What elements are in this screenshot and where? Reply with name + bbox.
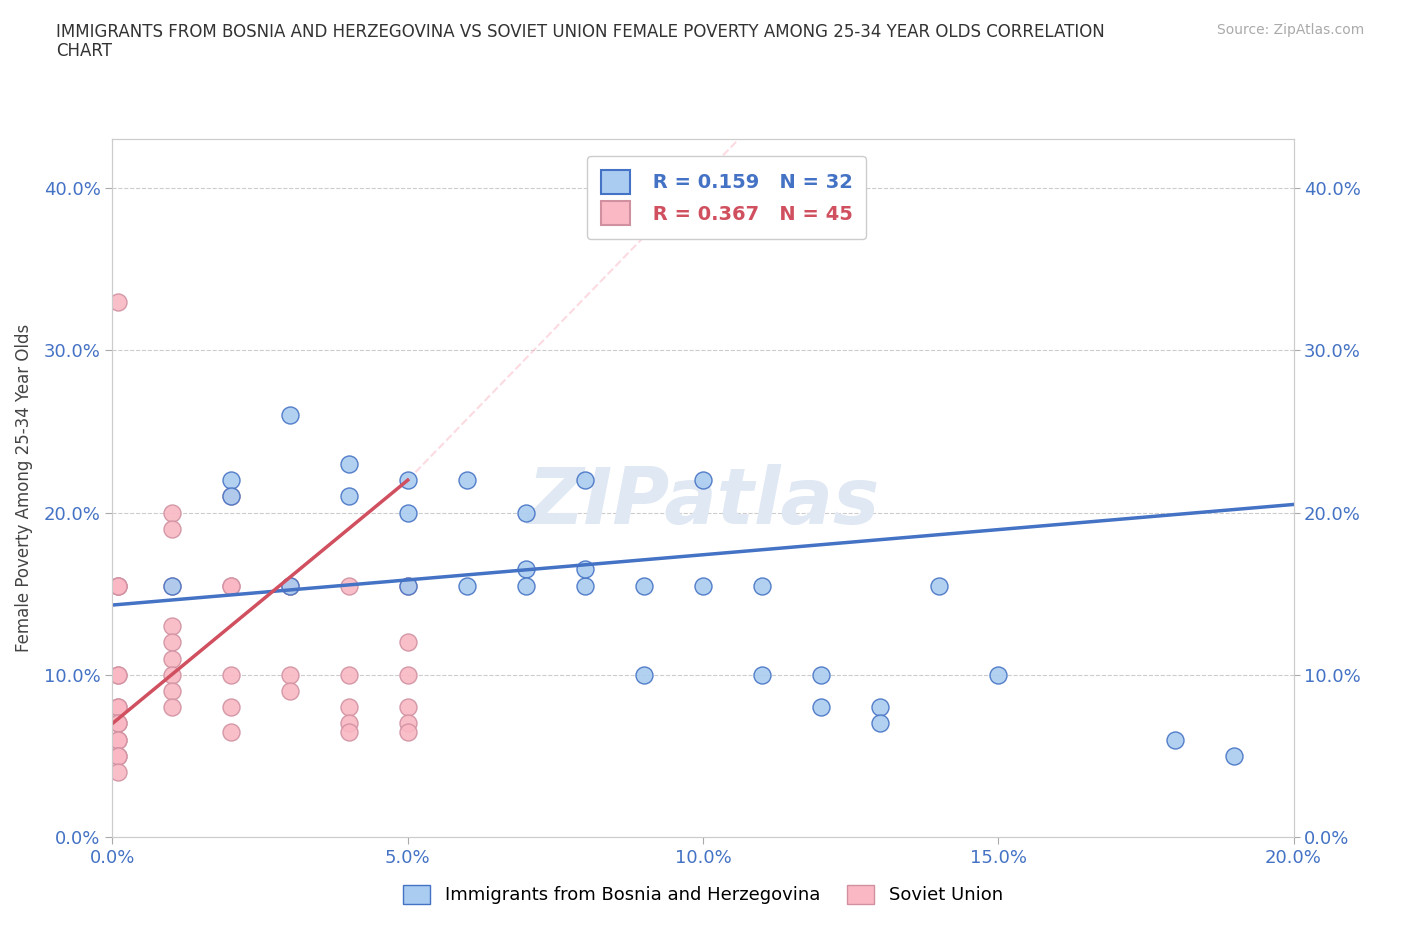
Point [751,578,773,593]
Y-axis label: Female Poverty Among 25-34 Year Olds: Female Poverty Among 25-34 Year Olds [14,325,32,652]
Point [219,578,242,593]
Point [107,294,129,309]
Point [515,562,537,577]
Point [396,724,419,739]
Point [1223,749,1246,764]
Point [160,522,183,537]
Point [337,457,360,472]
Point [160,505,183,520]
Point [337,489,360,504]
Point [160,618,183,633]
Point [219,472,242,487]
Point [278,578,301,593]
Point [107,749,129,764]
Point [337,699,360,714]
Point [278,684,301,698]
Point [160,699,183,714]
Text: CHART: CHART [56,42,112,60]
Point [337,716,360,731]
Point [160,684,183,698]
Point [396,578,419,593]
Text: ZIPatlas: ZIPatlas [527,464,879,540]
Point [107,716,129,731]
Point [396,472,419,487]
Point [219,489,242,504]
Point [219,668,242,683]
Point [574,578,596,593]
Legend:  R = 0.159   N = 32,  R = 0.367   N = 45: R = 0.159 N = 32, R = 0.367 N = 45 [588,156,866,239]
Point [869,716,891,731]
Point [456,472,478,487]
Point [396,699,419,714]
Point [107,764,129,779]
Point [278,408,301,423]
Point [160,578,183,593]
Point [107,716,129,731]
Point [692,578,714,593]
Point [219,489,242,504]
Point [219,578,242,593]
Point [633,668,655,683]
Point [107,699,129,714]
Point [396,505,419,520]
Point [396,635,419,650]
Point [928,578,950,593]
Point [337,724,360,739]
Point [810,668,832,683]
Point [107,578,129,593]
Point [107,578,129,593]
Point [869,699,891,714]
Point [219,724,242,739]
Point [107,668,129,683]
Text: IMMIGRANTS FROM BOSNIA AND HERZEGOVINA VS SOVIET UNION FEMALE POVERTY AMONG 25-3: IMMIGRANTS FROM BOSNIA AND HERZEGOVINA V… [56,23,1105,41]
Point [515,578,537,593]
Legend: Immigrants from Bosnia and Herzegovina, Soviet Union: Immigrants from Bosnia and Herzegovina, … [396,878,1010,911]
Point [160,635,183,650]
Point [810,699,832,714]
Point [107,732,129,747]
Point [107,749,129,764]
Point [337,668,360,683]
Point [396,578,419,593]
Point [278,578,301,593]
Point [396,716,419,731]
Point [692,472,714,487]
Point [456,578,478,593]
Text: Source: ZipAtlas.com: Source: ZipAtlas.com [1216,23,1364,37]
Point [396,668,419,683]
Point [278,668,301,683]
Point [219,699,242,714]
Point [987,668,1010,683]
Point [160,651,183,666]
Point [107,732,129,747]
Point [633,578,655,593]
Point [107,578,129,593]
Point [574,472,596,487]
Point [337,578,360,593]
Point [515,505,537,520]
Point [278,578,301,593]
Point [107,699,129,714]
Point [1164,732,1187,747]
Point [574,562,596,577]
Point [107,668,129,683]
Point [160,578,183,593]
Point [751,668,773,683]
Point [160,668,183,683]
